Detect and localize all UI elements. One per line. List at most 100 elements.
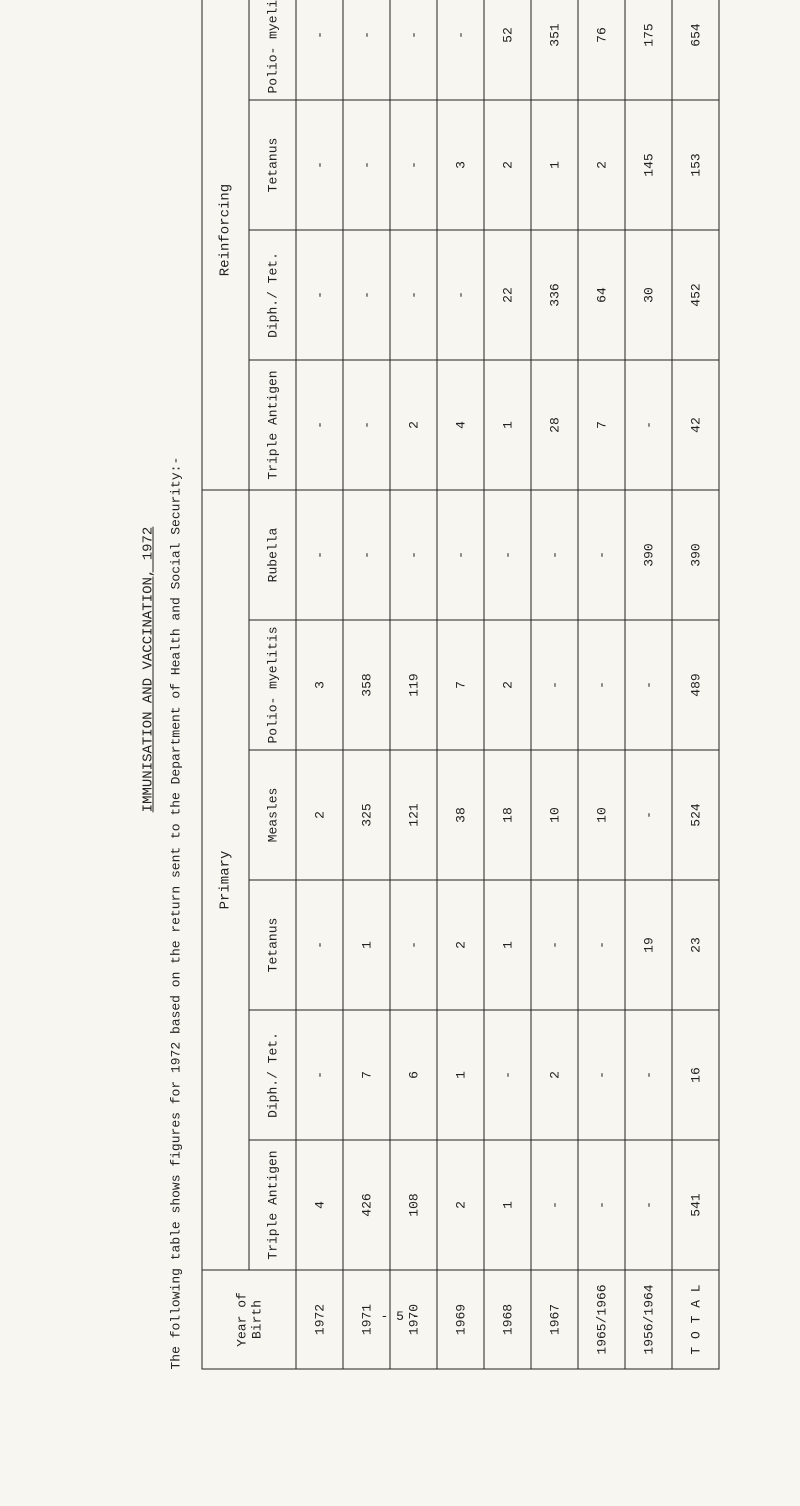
reinforcing-cell: 2	[390, 360, 437, 490]
table-row: 197142671325358-----	[343, 0, 390, 1369]
year-cell: 1956/1964	[625, 1270, 672, 1369]
primary-cell: -	[578, 620, 625, 750]
total-row: T O T A L541162352448939042452153654	[672, 0, 719, 1369]
reinforcing-cell: -	[296, 230, 343, 360]
primary-cell: -	[531, 620, 578, 750]
total-label: T O T A L	[672, 1270, 719, 1369]
reinforcing-cell: -	[390, 0, 437, 100]
reinforcing-cell: 351	[531, 0, 578, 100]
total-primary-cell: 524	[672, 750, 719, 880]
reinforcing-cell: 4	[437, 360, 484, 490]
primary-cell: -	[625, 620, 672, 750]
immunisation-table: Year of Birth Primary Reinforcing Triple…	[202, 0, 720, 1370]
primary-cell: 119	[390, 620, 437, 750]
total-reinforcing-cell: 452	[672, 230, 719, 360]
year-cell: 1972	[296, 1270, 343, 1369]
table-row: 1956/1964--19--390-30145175	[625, 0, 672, 1369]
primary-cell: -	[531, 880, 578, 1010]
total-primary-cell: 489	[672, 620, 719, 750]
primary-cell: -	[578, 490, 625, 620]
primary-cell: 1	[343, 880, 390, 1010]
primary-cell: -	[390, 880, 437, 1010]
primary-cell: -	[625, 1010, 672, 1140]
primary-cell: 7	[437, 620, 484, 750]
total-reinforcing-cell: 654	[672, 0, 719, 100]
reinforcing-cell: 145	[625, 100, 672, 230]
reinforcing-cell: 1	[484, 360, 531, 490]
primary-cell: 325	[343, 750, 390, 880]
primary-cell: 1	[484, 880, 531, 1010]
reinforcing-cell: 22	[484, 230, 531, 360]
primary-cell: 426	[343, 1140, 390, 1270]
primary-cell: -	[578, 1010, 625, 1140]
year-cell: 1965/1966	[578, 1270, 625, 1369]
reinforcing-cell: -	[343, 360, 390, 490]
primary-cell: -	[296, 880, 343, 1010]
table-row: 19701086-121119-2---	[390, 0, 437, 1369]
primary-cell: 10	[531, 750, 578, 880]
reinforcing-cell: 1	[531, 100, 578, 230]
year-cell: 1967	[531, 1270, 578, 1369]
reinforcing-cell: 76	[578, 0, 625, 100]
table-row: 1969212387-4-3-	[437, 0, 484, 1369]
year-cell: 1970	[390, 1270, 437, 1369]
table-row: 1965/1966---10--764276	[578, 0, 625, 1369]
total-primary-cell: 541	[672, 1140, 719, 1270]
primary-cell: -	[578, 880, 625, 1010]
reinforcing-cell: -	[296, 360, 343, 490]
year-cell: 1969	[437, 1270, 484, 1369]
total-reinforcing-cell: 42	[672, 360, 719, 490]
table-row: 1967-2-10--283361351	[531, 0, 578, 1369]
document-subtitle: The following table shows figures for 19…	[169, 0, 184, 1370]
document-title: IMMUNISATION AND VACCINATION, 1972	[141, 0, 157, 1370]
primary-cell: 1	[484, 1140, 531, 1270]
primary-cell: -	[484, 1010, 531, 1140]
primary-cell: -	[625, 750, 672, 880]
col-primary-5: Rubella	[249, 490, 296, 620]
primary-cell: 2	[437, 1140, 484, 1270]
reinforcing-cell: 28	[531, 360, 578, 490]
primary-cell: -	[296, 490, 343, 620]
reinforcing-cell: -	[625, 360, 672, 490]
year-cell: 1971	[343, 1270, 390, 1369]
primary-cell: 2	[531, 1010, 578, 1140]
primary-cell: 1	[437, 1010, 484, 1140]
primary-cell: 2	[437, 880, 484, 1010]
reinforcing-cell: -	[437, 0, 484, 100]
primary-cell: 4	[296, 1140, 343, 1270]
total-reinforcing-cell: 153	[672, 100, 719, 230]
primary-cell: -	[484, 490, 531, 620]
col-primary-0: Triple Antigen	[249, 1140, 296, 1270]
col-year: Year of Birth	[202, 1270, 296, 1369]
reinforcing-cell: 336	[531, 230, 578, 360]
primary-cell: -	[437, 490, 484, 620]
year-cell: 1968	[484, 1270, 531, 1369]
primary-cell: 2	[296, 750, 343, 880]
col-primary-2: Tetanus	[249, 880, 296, 1010]
table-row: 19724--23-----	[296, 0, 343, 1369]
reinforcing-cell: -	[343, 100, 390, 230]
reinforcing-cell: -	[343, 0, 390, 100]
primary-cell: -	[343, 490, 390, 620]
reinforcing-cell: -	[296, 0, 343, 100]
col-reinf-2: Tetanus	[249, 100, 296, 230]
table-row: 19681-1182-122252	[484, 0, 531, 1369]
reinforcing-cell: 64	[578, 230, 625, 360]
primary-cell: -	[531, 1140, 578, 1270]
total-primary-cell: 390	[672, 490, 719, 620]
primary-cell: 19	[625, 880, 672, 1010]
primary-cell: 38	[437, 750, 484, 880]
total-primary-cell: 16	[672, 1010, 719, 1140]
primary-cell: 358	[343, 620, 390, 750]
col-reinf-0: Triple Antigen	[249, 360, 296, 490]
primary-cell: -	[531, 490, 578, 620]
col-primary-3: Measles	[249, 750, 296, 880]
col-reinf-3: Polio- myelitis	[249, 0, 296, 100]
reinforcing-cell: 2	[578, 100, 625, 230]
reinforcing-cell: 30	[625, 230, 672, 360]
primary-cell: 121	[390, 750, 437, 880]
section-primary: Primary	[202, 490, 249, 1270]
primary-cell: 18	[484, 750, 531, 880]
reinforcing-cell: -	[437, 230, 484, 360]
primary-cell: 3	[296, 620, 343, 750]
